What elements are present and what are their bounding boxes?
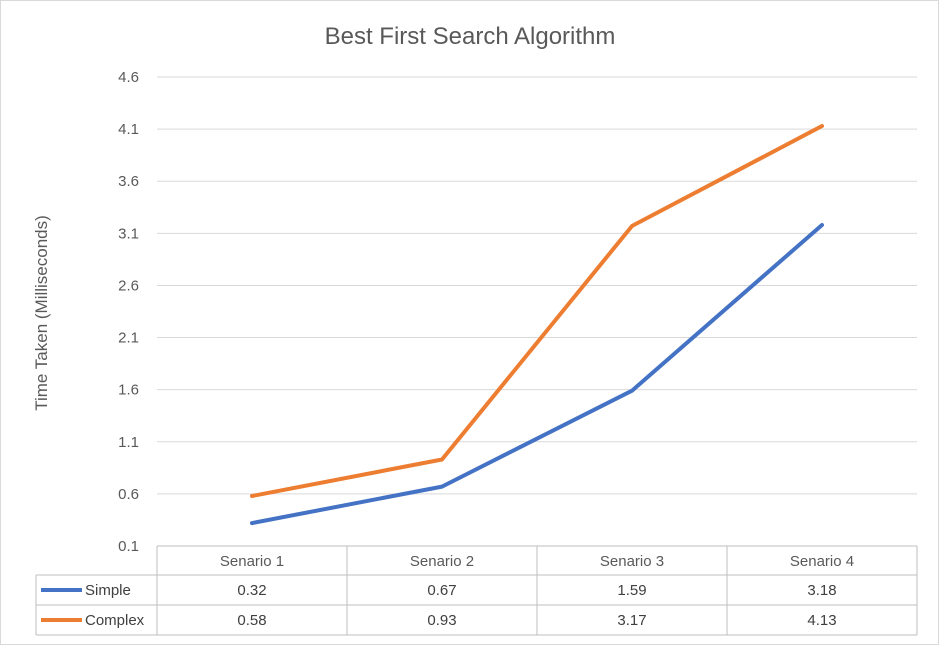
y-tick-label: 2.6 <box>118 277 139 294</box>
series-name-label: Simple <box>85 582 131 599</box>
data-table-value: 4.13 <box>807 612 836 629</box>
y-tick-label: 4.6 <box>118 69 139 86</box>
y-tick-label: 1.6 <box>118 382 139 399</box>
y-tick-label: 0.6 <box>118 486 139 503</box>
series-name-label: Complex <box>85 612 145 629</box>
series-line-simple <box>250 223 824 526</box>
y-tick-label: 1.1 <box>118 434 139 451</box>
gridlines <box>157 76 917 495</box>
data-table-value: 0.67 <box>427 582 456 599</box>
y-axis-ticks: 4.6 4.1 3.6 3.1 2.6 2.1 1.6 1.1 0.6 0.1 <box>118 69 139 555</box>
category-label: Senario 2 <box>410 553 474 570</box>
data-table: Senario 1 Senario 2 Senario 3 Senario 4 Simp… <box>35 545 918 636</box>
data-table-value: 0.93 <box>427 612 456 629</box>
data-table-value: 0.32 <box>237 582 266 599</box>
data-table-value: 3.18 <box>807 582 836 599</box>
y-tick-label: 2.1 <box>118 330 139 347</box>
category-label: Senario 3 <box>600 553 664 570</box>
series-line-complex <box>250 124 824 498</box>
y-tick-label: 3.1 <box>118 225 139 242</box>
category-label: Senario 4 <box>790 553 854 570</box>
series-lines <box>250 124 824 526</box>
data-table-value: 3.17 <box>617 612 646 629</box>
data-table-value: 1.59 <box>617 582 646 599</box>
y-tick-label: 0.1 <box>118 538 139 555</box>
y-tick-label: 4.1 <box>118 121 139 138</box>
y-tick-label: 3.6 <box>118 173 139 190</box>
data-table-value: 0.58 <box>237 612 266 629</box>
y-axis-title: Time Taken (Milliseconds) <box>32 215 51 411</box>
chart-title: Best First Search Algorithm <box>325 23 616 50</box>
category-label: Senario 1 <box>220 553 284 570</box>
